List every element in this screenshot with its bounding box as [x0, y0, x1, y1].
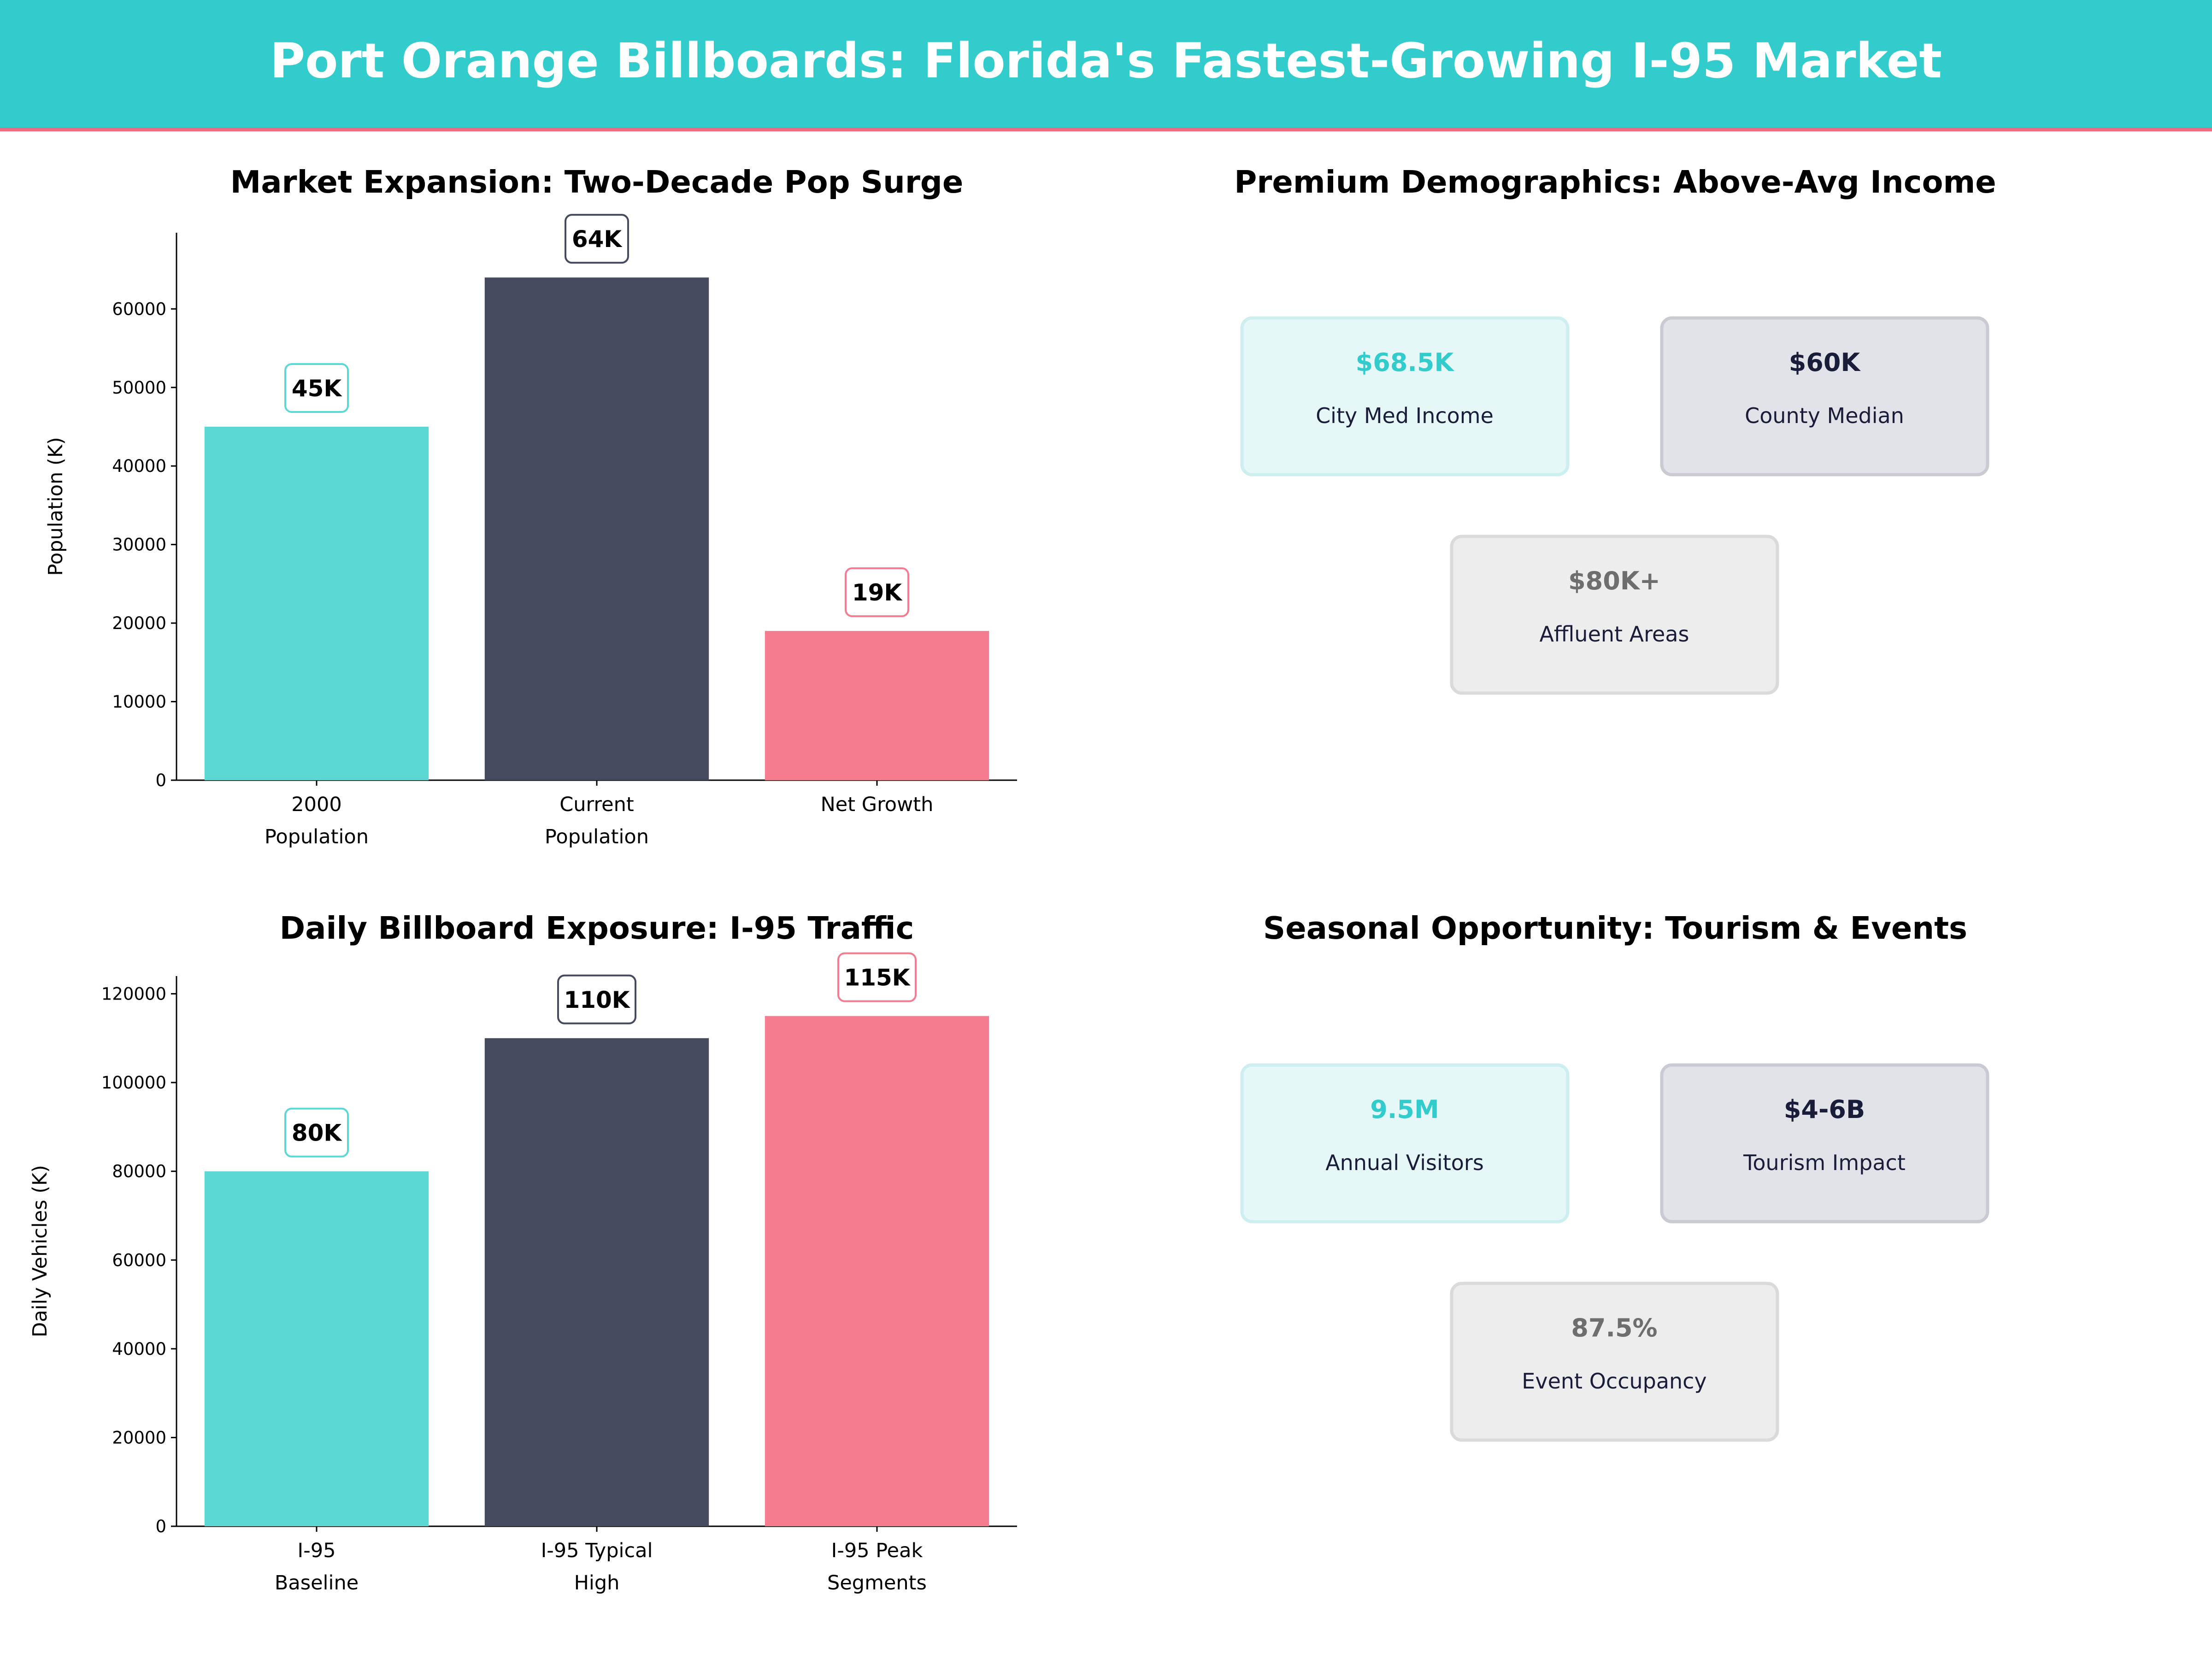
demographics-cards: $68.5K City Med Income $60K County Median $8…: [1240, 316, 1989, 695]
y-tick-label: 40000: [112, 1339, 166, 1359]
data-label-box: [557, 974, 636, 1024]
x-tick-label: I-95 Peak: [831, 1539, 923, 1562]
data-label: 19K: [852, 579, 903, 606]
y-tick-label: 40000: [112, 456, 166, 476]
metric-card: 9.5M Annual Visitors: [1240, 1063, 1570, 1224]
card-value: 87.5%: [1571, 1313, 1657, 1342]
bar: [484, 1038, 709, 1526]
card-background: [1450, 535, 1779, 695]
panel-title-seasonal: Seasonal Opportunity: Tourism & Events: [1263, 910, 1967, 946]
bar: [204, 426, 429, 780]
y-tick-label: 50000: [112, 378, 166, 398]
card-value: 9.5M: [1370, 1095, 1439, 1124]
card-value: $80K+: [1568, 566, 1660, 595]
data-label: 64K: [572, 226, 623, 253]
card-value: $60K: [1789, 348, 1861, 377]
card-label: City Med Income: [1316, 403, 1494, 428]
y-tick-label: 60000: [112, 299, 166, 319]
bar: [765, 1016, 989, 1526]
card-label: Annual Visitors: [1325, 1150, 1484, 1175]
data-label-box: [837, 952, 917, 1002]
y-tick-label: 0: [155, 771, 166, 790]
traffic-bar-chart: 0 20000 40000 60000 80000 100000 120000 Daily V…: [29, 952, 1017, 1594]
x-tick-label: 2000: [291, 793, 341, 816]
y-tick-label: 20000: [112, 613, 166, 633]
seasonal-cards: 9.5M Annual Visitors $4-6B Tourism Impact 87…: [1240, 1063, 1989, 1442]
bar: [765, 631, 989, 780]
y-tick-label: 100000: [101, 1073, 166, 1093]
card-label: Affluent Areas: [1539, 622, 1689, 647]
card-value: $68.5K: [1356, 348, 1455, 377]
header-accent-line: [0, 128, 2212, 131]
metric-card: $80K+ Affluent Areas: [1450, 535, 1779, 695]
y-axis-label: Population (K): [44, 437, 67, 576]
card-background: [1660, 1063, 1989, 1224]
chart-title-population: Market Expansion: Two-Decade Pop Surge: [230, 164, 964, 200]
data-label-box: [845, 567, 909, 618]
header-banner: [0, 0, 2212, 128]
x-tick-label: Baseline: [275, 1571, 359, 1594]
card-background: [1240, 1063, 1570, 1224]
x-tick-label: Segments: [827, 1571, 927, 1594]
y-tick-label: 80000: [112, 1162, 166, 1182]
card-label: Tourism Impact: [1743, 1150, 1906, 1175]
data-label: 80K: [292, 1120, 343, 1147]
data-label: 45K: [292, 375, 343, 402]
y-tick-label: 60000: [112, 1250, 166, 1270]
x-tick-label: Current: [559, 793, 634, 816]
bar: [484, 277, 709, 780]
x-tick-label: High: [574, 1571, 620, 1594]
data-label: 115K: [844, 965, 911, 991]
x-tick-label: Population: [545, 825, 649, 848]
y-tick-label: 10000: [112, 692, 166, 712]
bar: [204, 1171, 429, 1526]
chart-title-traffic: Daily Billboard Exposure: I-95 Traffic: [280, 910, 914, 946]
metric-card: $60K County Median: [1660, 316, 1989, 477]
y-axis-label: Daily Vehicles (K): [29, 1165, 52, 1337]
card-background: [1450, 1282, 1779, 1442]
data-label-box: [284, 363, 349, 413]
card-label: Event Occupancy: [1522, 1369, 1706, 1394]
card-label: County Median: [1745, 403, 1904, 428]
x-tick-label: I-95: [298, 1539, 336, 1562]
metric-card: $68.5K City Med Income: [1240, 316, 1570, 477]
x-tick-label: I-95 Typical: [541, 1539, 653, 1562]
y-tick-label: 0: [155, 1517, 166, 1536]
card-value: $4-6B: [1784, 1095, 1865, 1124]
panel-title-demographics: Premium Demographics: Above-Avg Income: [1234, 164, 1996, 200]
y-tick-label: 20000: [112, 1428, 166, 1447]
metric-card: 87.5% Event Occupancy: [1450, 1282, 1779, 1442]
x-tick-label: Net Growth: [821, 793, 934, 816]
card-background: [1660, 316, 1989, 477]
data-label-box: [565, 214, 629, 264]
population-bar-chart: 0 10000 20000 30000 40000 50000 60000 Populatio…: [44, 214, 1017, 848]
x-tick-label: Population: [265, 825, 369, 848]
data-label-box: [284, 1107, 349, 1158]
page-title: Port Orange Billboards: Florida's Fastes…: [270, 33, 1942, 89]
data-label: 110K: [564, 987, 630, 1013]
card-background: [1240, 316, 1570, 477]
metric-card: $4-6B Tourism Impact: [1660, 1063, 1989, 1224]
y-tick-label: 120000: [101, 984, 166, 1004]
y-tick-label: 30000: [112, 535, 166, 555]
